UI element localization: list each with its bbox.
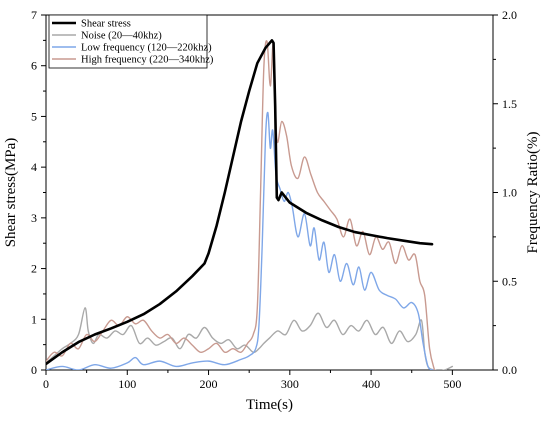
legend-label: Low frequency (120—220khz) xyxy=(81,43,212,54)
x-tick-label: 100 xyxy=(118,377,136,391)
x-axis-title: Time(s) xyxy=(246,397,293,413)
left-y-tick-label: 4 xyxy=(31,160,37,174)
left-y-tick-label: 7 xyxy=(31,8,37,22)
left-y-tick-label: 0 xyxy=(31,363,37,377)
x-tick-label: 300 xyxy=(281,377,299,391)
right-y-tick-label: 0.5 xyxy=(502,274,517,288)
series-line-2 xyxy=(46,111,434,370)
x-tick-label: 200 xyxy=(200,377,218,391)
x-tick-label: 500 xyxy=(443,377,461,391)
right-y-tick-label: 1.5 xyxy=(502,97,517,111)
right-y-axis-title: Frequency Ratio(%) xyxy=(525,131,541,253)
right-y-tick-label: 2.0 xyxy=(502,8,517,22)
right-y-tick-label: 0.0 xyxy=(502,363,517,377)
left-y-tick-label: 5 xyxy=(31,109,37,123)
x-tick-label: 0 xyxy=(43,377,49,391)
series-group xyxy=(46,39,454,370)
legend-label: High frequency (220—340khz) xyxy=(81,55,214,66)
left-y-tick-label: 3 xyxy=(31,211,37,225)
right-y-tick-label: 1.0 xyxy=(502,186,517,200)
legend-label: Shear stress xyxy=(81,19,131,30)
legend-label: Noise (20—40khz) xyxy=(81,31,162,42)
left-y-tick-label: 6 xyxy=(31,59,37,73)
left-y-tick-label: 1 xyxy=(31,312,37,326)
series-line-0 xyxy=(46,39,434,366)
axes-group: 0 100 200 300 400 500 0 1 2 3 4 5 6 7 0.0 0.5 1.0 1.5 2.0 xyxy=(31,8,517,391)
left-y-tick-label: 2 xyxy=(31,262,37,276)
x-tick-label: 400 xyxy=(362,377,380,391)
left-y-axis-title: Shear stress(MPa) xyxy=(3,138,19,248)
